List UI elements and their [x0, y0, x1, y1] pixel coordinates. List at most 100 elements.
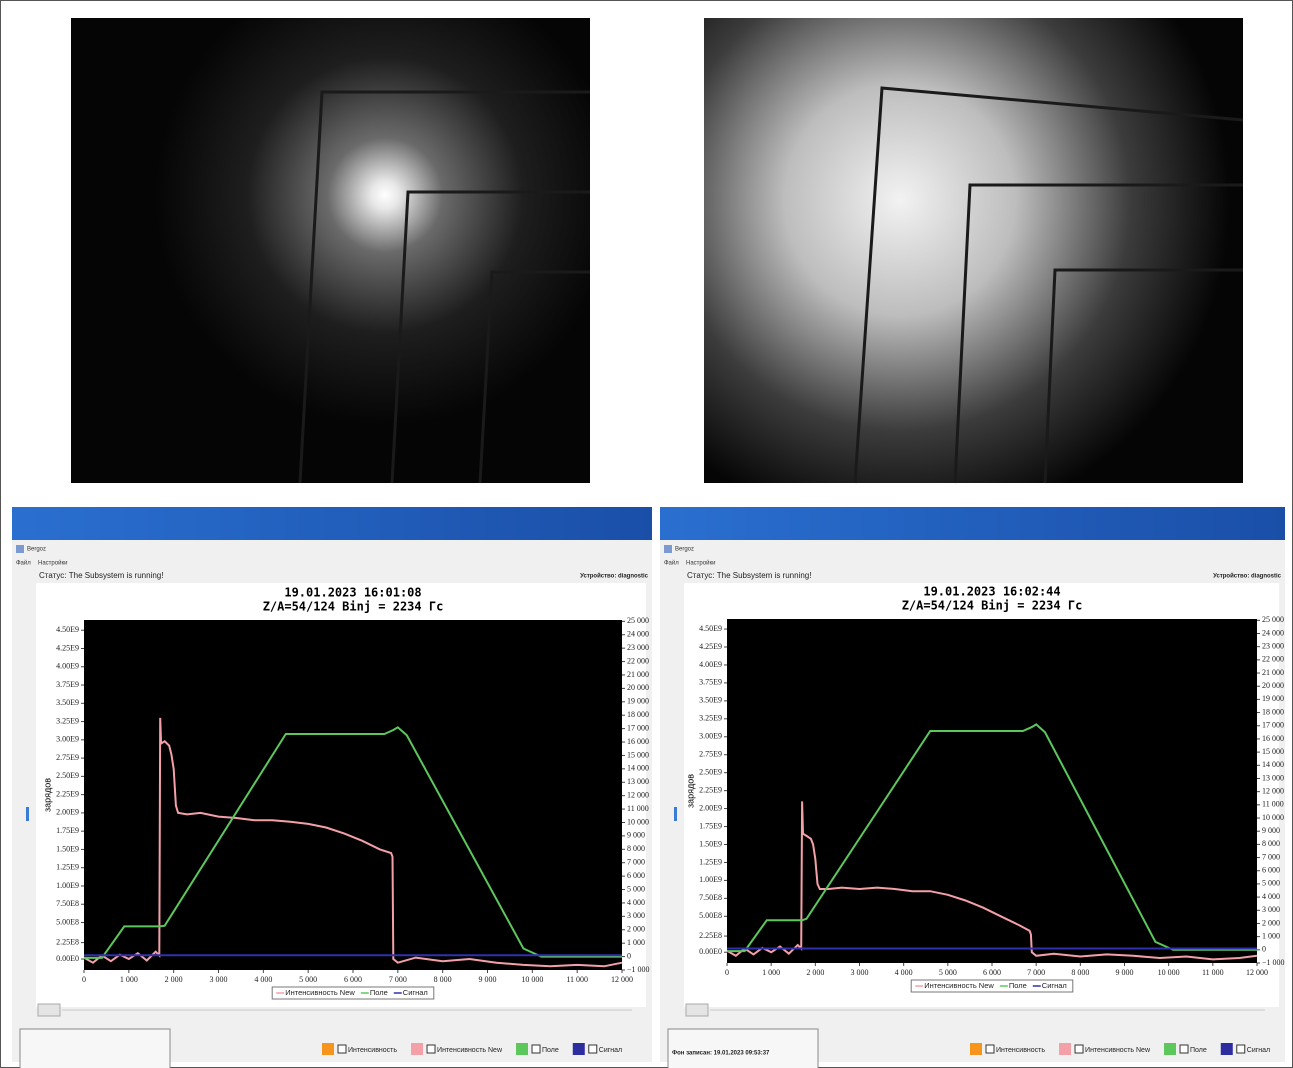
checkbox[interactable]: [589, 1045, 597, 1053]
chart-subtitle: Z/A=54/124 Binj = 2234 Гс: [263, 600, 444, 614]
y-tick-label: 0.00E0: [56, 954, 79, 963]
y2-tick-label: 10 000: [1262, 813, 1284, 822]
y-tick-label: 2.75E9: [699, 750, 722, 759]
x-tick-label: 6 000: [344, 975, 362, 984]
checkbox-label: Поле: [1190, 1047, 1207, 1054]
series-color: [1059, 1043, 1071, 1055]
y2-tick-label: 24 000: [627, 630, 649, 639]
x-tick-label: 0: [82, 975, 86, 984]
checkbox[interactable]: [1180, 1045, 1188, 1053]
x-tick-label: 0: [725, 968, 729, 977]
series-color: [1221, 1043, 1233, 1055]
y2-tick-label: 16 000: [627, 737, 649, 746]
y2-tick-label: 13 000: [627, 777, 649, 786]
menu-item[interactable]: Файл: [16, 560, 31, 567]
app-window: BergozФайлНастройкиСтатус: The Subsystem…: [660, 507, 1285, 1068]
y-tick-label: 4.00E9: [699, 660, 722, 669]
legend-label: Сигнал: [403, 988, 428, 997]
y-tick-label: 3.25E9: [56, 716, 79, 725]
page: Bergoz Файл Настройки Статус: The Subsystem…: [0, 0, 1293, 1068]
chart-title: 19.01.2023 16:02:44: [923, 585, 1060, 599]
y2-tick-label: 1 000: [1262, 931, 1280, 940]
y2-tick-label: 12 000: [627, 790, 649, 799]
info-box: [20, 1029, 170, 1068]
y2-tick-label: 4 000: [627, 898, 645, 907]
y2-tick-label: 2 000: [627, 925, 645, 934]
x-tick-label: 1 000: [762, 968, 780, 977]
x-tick-label: 3 000: [851, 968, 869, 977]
x-tick-label: 7 000: [389, 975, 407, 984]
y-tick-label: 2.00E9: [56, 808, 79, 817]
y-tick-label: 4.25E9: [56, 643, 79, 652]
checkbox[interactable]: [338, 1045, 346, 1053]
checkbox[interactable]: [427, 1045, 435, 1053]
scroll-button[interactable]: [38, 1004, 60, 1016]
x-tick-label: 9 000: [479, 975, 497, 984]
info-box: [668, 1029, 818, 1068]
chart-title: 19.01.2023 16:01:08: [284, 586, 421, 600]
y2-tick-label: 24 000: [1262, 628, 1284, 637]
x-tick-label: 6 000: [983, 968, 1001, 977]
y2-tick-label: 15 000: [627, 750, 649, 759]
y-tick-label: 0.00E0: [699, 947, 722, 956]
y-tick-label: 2.00E9: [699, 803, 722, 812]
background-note: Фон записан: 19.01.2023 09:53:37: [672, 1051, 770, 1057]
y-tick-label: 1.50E9: [56, 844, 79, 853]
y2-tick-label: 19 000: [1262, 694, 1284, 703]
title-bar: [660, 507, 1285, 540]
y-axis-label: зарядов: [42, 778, 52, 812]
x-tick-label: 5 000: [299, 975, 317, 984]
checkbox[interactable]: [532, 1045, 540, 1053]
checkbox[interactable]: [1237, 1045, 1245, 1053]
x-tick-label: 10 000: [1158, 968, 1180, 977]
checkbox-label: Интенсивность: [996, 1047, 1045, 1054]
menu-item[interactable]: Файл: [664, 560, 679, 567]
status-text: Статус: The Subsystem is running!: [39, 571, 163, 580]
y2-tick-label: 0: [1262, 945, 1266, 954]
y2-tick-label: 9 000: [627, 831, 645, 840]
x-tick-label: 8 000: [1071, 968, 1089, 977]
y2-tick-label: 1 000: [627, 938, 645, 947]
scroll-button[interactable]: [686, 1004, 708, 1016]
app-name: Bergoz: [27, 547, 46, 553]
legend: Интенсивность NewПолеСигнал: [272, 987, 434, 999]
device-text: Устройство: diagnostic: [580, 573, 649, 580]
y2-tick-label: 16 000: [1262, 734, 1284, 743]
series-color: [573, 1043, 585, 1055]
y2-tick-label: 9 000: [1262, 826, 1280, 835]
x-tick-label: 5 000: [939, 968, 957, 977]
checkbox[interactable]: [1075, 1045, 1083, 1053]
checkbox-label: Интенсивность New: [1085, 1047, 1151, 1054]
y2-tick-label: 14 000: [627, 764, 649, 773]
y2-tick-label: 21 000: [627, 670, 649, 679]
status-text: Статус: The Subsystem is running!: [687, 571, 811, 580]
y2-tick-label: 14 000: [1262, 760, 1284, 769]
checkbox-label: Интенсивность: [348, 1047, 397, 1054]
y2-tick-label: 15 000: [1262, 747, 1284, 756]
y2-tick-label: −1 000: [1262, 958, 1285, 967]
y2-tick-label: 4 000: [1262, 892, 1280, 901]
y-tick-label: 3.00E9: [699, 732, 722, 741]
y-tick-label: 2.25E8: [699, 931, 722, 940]
y2-tick-label: 17 000: [1262, 721, 1284, 730]
chart-subtitle: Z/A=54/124 Binj = 2234 Гс: [902, 599, 1083, 613]
device-text: Устройство: diagnostic: [1213, 573, 1282, 580]
plot-area: [84, 620, 622, 970]
series-color: [516, 1043, 528, 1055]
y-tick-label: 5.00E8: [56, 917, 79, 926]
menu-item[interactable]: Настройки: [686, 560, 715, 567]
y2-tick-label: −1 000: [627, 965, 650, 974]
menu-item[interactable]: Настройки: [38, 560, 67, 567]
y2-tick-label: 25 000: [627, 616, 649, 625]
checkbox[interactable]: [986, 1045, 994, 1053]
app-window: Bergoz Файл Настройки Статус: The Subsystem…: [12, 507, 652, 1068]
y-tick-label: 4.25E9: [699, 642, 722, 651]
y-tick-label: 1.00E9: [56, 881, 79, 890]
y-tick-label: 1.75E9: [699, 821, 722, 830]
y2-tick-label: 22 000: [627, 656, 649, 665]
y2-tick-label: 23 000: [1262, 642, 1284, 651]
y-tick-label: 4.00E9: [56, 662, 79, 671]
checkbox-label: Интенсивность New: [437, 1047, 503, 1054]
y-tick-label: 1.50E9: [699, 839, 722, 848]
